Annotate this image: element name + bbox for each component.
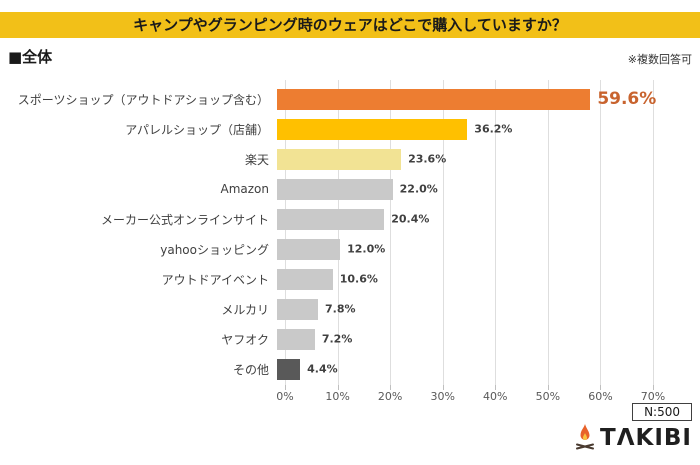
bar-rows: スポーツショップ（アウトドアショップ含む） 59.6% アパレルショップ（店舗）… bbox=[0, 84, 700, 384]
gridline bbox=[390, 80, 392, 385]
x-tick-label: 50% bbox=[535, 390, 561, 403]
chart-row: アパレルショップ（店舗） 36.2% bbox=[0, 114, 700, 144]
bar bbox=[277, 208, 385, 230]
value-label: 7.8% bbox=[325, 302, 356, 316]
plot-area bbox=[285, 80, 654, 390]
x-tick-label: 20% bbox=[377, 390, 403, 403]
value-label: 59.6% bbox=[597, 89, 657, 109]
value-label: 10.6% bbox=[339, 272, 378, 286]
gridline bbox=[653, 80, 654, 385]
bar-zone: 12.0% bbox=[277, 238, 645, 260]
category-label: ヤフオク bbox=[221, 332, 269, 347]
bar bbox=[277, 238, 341, 260]
bar bbox=[277, 358, 301, 380]
sample-size-badge: N:500 bbox=[632, 403, 692, 421]
bar bbox=[277, 178, 393, 200]
value-label: 12.0% bbox=[347, 242, 386, 256]
gridline bbox=[547, 80, 549, 385]
category-label: メーカー公式オンラインサイト bbox=[100, 212, 269, 227]
gridline bbox=[337, 80, 339, 385]
x-tick-label: 40% bbox=[483, 390, 508, 403]
x-axis: 0% 10% 20% 30% 40% 50% 60% 70% bbox=[276, 390, 665, 404]
chart-row: 楽天 23.6% bbox=[0, 144, 700, 174]
multiple-answers-note: ※複数回答可 bbox=[627, 53, 692, 66]
bar-zone: 22.0% bbox=[277, 178, 645, 200]
chart-row: Amazon 22.0% bbox=[0, 174, 700, 204]
category-label: スポーツショップ（アウトドアショップ含む） bbox=[17, 92, 269, 107]
bar bbox=[277, 148, 402, 170]
x-tick-label: 10% bbox=[325, 390, 350, 403]
value-label: 4.4% bbox=[307, 362, 338, 376]
value-label: 7.2% bbox=[321, 332, 353, 346]
bar-zone: 59.6% bbox=[277, 88, 656, 110]
bar bbox=[277, 328, 315, 350]
bar bbox=[277, 298, 318, 320]
axis-tick bbox=[495, 385, 497, 390]
axis-tick bbox=[442, 385, 444, 390]
takibi-logo: TΛKIBI bbox=[574, 424, 692, 450]
footer: N:500 TΛKIBI bbox=[574, 403, 692, 450]
bar-zone: 20.4% bbox=[277, 208, 645, 230]
chart-row: yahooショッピング 12.0% bbox=[0, 234, 700, 264]
page-title: キャンプやグランピング時のウェアはどこで購入していますか？ bbox=[133, 16, 567, 34]
chart-row: ヤフオク 7.2% bbox=[0, 324, 700, 354]
gridline bbox=[495, 80, 497, 385]
sample-size-text: N:500 bbox=[644, 405, 680, 419]
bar bbox=[277, 118, 468, 140]
value-label: 36.2% bbox=[474, 122, 513, 136]
axis-tick bbox=[547, 385, 549, 390]
axis-tick bbox=[600, 385, 602, 390]
bar-zone: 36.2% bbox=[277, 118, 645, 140]
chart-row: メーカー公式オンラインサイト 20.4% bbox=[0, 204, 700, 234]
bar-zone: 7.8% bbox=[277, 298, 645, 320]
category-label: アパレルショップ（店舗） bbox=[125, 122, 269, 137]
bar-zone: 23.6% bbox=[277, 148, 645, 170]
axis-tick bbox=[390, 385, 392, 390]
value-label: 20.4% bbox=[391, 212, 430, 226]
gridline bbox=[442, 80, 444, 385]
category-label: 楽天 bbox=[244, 152, 269, 167]
x-tick-label: 60% bbox=[588, 390, 613, 403]
value-label: 22.0% bbox=[399, 182, 438, 196]
x-tick-label: 30% bbox=[430, 390, 455, 403]
category-label: その他 bbox=[232, 362, 269, 377]
chart-row: その他 4.4% bbox=[0, 354, 700, 384]
bar-zone: 7.2% bbox=[277, 328, 645, 350]
logo-text: TΛKIBI bbox=[600, 425, 692, 451]
axis-tick bbox=[653, 385, 654, 390]
category-label: Amazon bbox=[220, 182, 270, 196]
axis-tick bbox=[285, 385, 286, 390]
bar-zone: 10.6% bbox=[277, 268, 645, 290]
value-label: 23.6% bbox=[408, 152, 447, 166]
bar bbox=[277, 268, 333, 290]
category-label: アウトドアイベント bbox=[161, 272, 269, 287]
x-tick-label: 0% bbox=[276, 390, 294, 403]
gridline bbox=[600, 80, 602, 385]
group-label: ■全体 bbox=[8, 48, 53, 66]
axis-tick bbox=[337, 385, 339, 390]
title-banner: キャンプやグランピング時のウェアはどこで購入していますか？ bbox=[0, 12, 700, 38]
campfire-icon bbox=[576, 424, 595, 450]
chart-row: アウトドアイベント 10.6% bbox=[0, 264, 700, 294]
bar bbox=[277, 88, 591, 110]
category-label: yahooショッピング bbox=[160, 242, 269, 257]
gridline bbox=[285, 80, 286, 385]
category-label: メルカリ bbox=[221, 302, 269, 317]
x-tick-label: 70% bbox=[640, 390, 666, 403]
chart-row: スポーツショップ（アウトドアショップ含む） 59.6% bbox=[0, 84, 700, 114]
bar-zone: 4.4% bbox=[277, 358, 645, 380]
chart-row: メルカリ 7.8% bbox=[0, 294, 700, 324]
